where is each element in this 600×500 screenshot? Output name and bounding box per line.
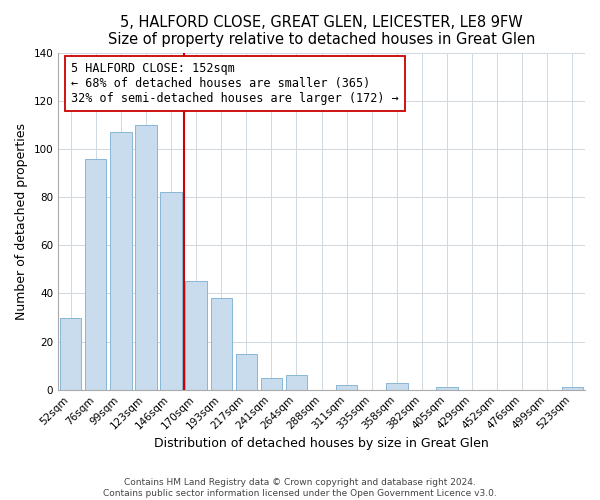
Text: Contains HM Land Registry data © Crown copyright and database right 2024.
Contai: Contains HM Land Registry data © Crown c…	[103, 478, 497, 498]
Text: 5 HALFORD CLOSE: 152sqm
← 68% of detached houses are smaller (365)
32% of semi-d: 5 HALFORD CLOSE: 152sqm ← 68% of detache…	[71, 62, 399, 106]
Bar	[261, 378, 282, 390]
Bar	[286, 376, 307, 390]
Bar	[336, 385, 358, 390]
Bar	[160, 192, 182, 390]
Bar	[60, 318, 82, 390]
Bar	[436, 388, 458, 390]
Bar	[85, 158, 106, 390]
Bar	[386, 382, 407, 390]
Bar	[136, 125, 157, 390]
Bar	[110, 132, 131, 390]
Title: 5, HALFORD CLOSE, GREAT GLEN, LEICESTER, LE8 9FW
Size of property relative to de: 5, HALFORD CLOSE, GREAT GLEN, LEICESTER,…	[108, 15, 535, 48]
Bar	[236, 354, 257, 390]
Bar	[562, 388, 583, 390]
Bar	[185, 282, 207, 390]
Y-axis label: Number of detached properties: Number of detached properties	[15, 122, 28, 320]
Bar	[211, 298, 232, 390]
X-axis label: Distribution of detached houses by size in Great Glen: Distribution of detached houses by size …	[154, 437, 489, 450]
